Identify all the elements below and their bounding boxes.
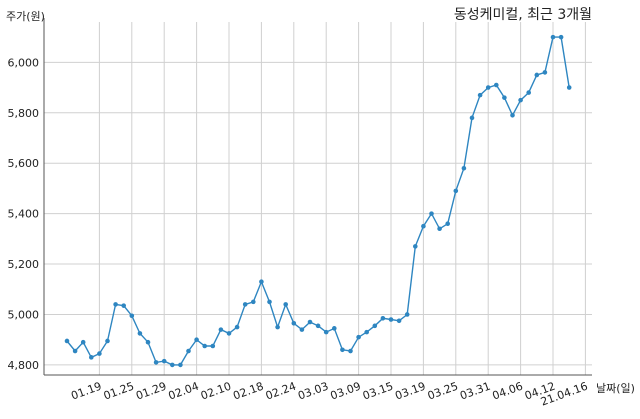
y-tick-label: 5,600 [8, 157, 40, 170]
y-axis-label: 주가(원) [6, 10, 45, 23]
x-tick-label: 03.15 [361, 380, 395, 403]
y-tick-label: 4,800 [8, 359, 40, 372]
data-point [323, 329, 329, 335]
data-point [234, 324, 240, 330]
data-point [340, 347, 345, 353]
x-tick-label: 01.29 [134, 380, 168, 403]
data-point [113, 302, 118, 307]
data-point [121, 303, 126, 308]
data-point [388, 317, 394, 322]
data-point [558, 34, 564, 40]
data-point [291, 321, 297, 326]
data-point [453, 188, 459, 194]
x-axis-label: 날짜(일) [596, 382, 635, 395]
data-point [153, 360, 159, 365]
data-point [178, 362, 183, 368]
data-point [566, 85, 572, 90]
x-tick-label: 03.31 [458, 380, 492, 403]
data-point [413, 244, 418, 249]
x-tick-label: 01.19 [69, 380, 103, 403]
x-tick-label: 03.19 [393, 380, 427, 403]
data-point [97, 351, 102, 356]
data-point [267, 299, 272, 305]
y-tick-label: 5,000 [8, 308, 40, 321]
data-point [526, 90, 531, 95]
y-tick-label: 5,400 [8, 208, 40, 221]
x-tick-label: 02.04 [167, 380, 201, 403]
data-point [186, 348, 191, 354]
data-point [518, 97, 523, 103]
data-point [356, 334, 361, 340]
data-point [89, 355, 94, 360]
x-tick-label: 02.24 [264, 380, 298, 403]
data-point [226, 331, 232, 336]
x-tick-label: 03.09 [329, 380, 363, 403]
data-point [396, 318, 402, 324]
data-point [364, 329, 370, 335]
data-point [510, 112, 515, 118]
data-point [210, 343, 216, 349]
data-point [494, 82, 499, 88]
data-point [251, 299, 256, 305]
data-point [242, 302, 248, 307]
data-point [534, 72, 540, 78]
data-point [429, 211, 434, 216]
data-point [502, 95, 507, 100]
data-point [137, 331, 143, 336]
data-point [372, 323, 378, 329]
y-tick-label: 6,000 [8, 56, 40, 69]
data-point [307, 319, 313, 325]
data-point [332, 326, 337, 331]
data-point [299, 327, 305, 332]
data-point [275, 324, 280, 330]
price-line [66, 36, 570, 366]
chart-title: 동성케미컬, 최근 3개월 [453, 7, 592, 23]
data-point [348, 348, 353, 354]
data-point [380, 315, 386, 321]
x-tick-label: 04.06 [491, 380, 525, 403]
data-point [145, 339, 151, 345]
data-point [105, 338, 110, 344]
data-point [259, 279, 264, 285]
data-point [485, 85, 491, 90]
data-point [218, 327, 224, 332]
data-point [129, 313, 135, 319]
x-tick-label: 02.18 [231, 380, 265, 403]
data-point [161, 358, 167, 364]
data-point [421, 223, 426, 229]
data-point [80, 339, 86, 345]
y-tick-label: 5,800 [8, 107, 40, 120]
y-tick-label: 5,200 [8, 258, 40, 271]
x-tick-label: 01.25 [102, 380, 136, 403]
data-point [477, 92, 483, 98]
data-point [194, 337, 199, 343]
data-point [202, 343, 207, 349]
data-point [469, 115, 475, 121]
data-point [437, 226, 442, 232]
data-point [170, 362, 175, 368]
data-point [542, 70, 548, 75]
data-point [283, 302, 289, 307]
data-point [315, 323, 321, 329]
x-tick-label: 03.03 [296, 380, 330, 403]
data-point [64, 338, 70, 344]
data-point [404, 312, 410, 317]
data-point [461, 165, 467, 171]
data-point [445, 221, 451, 227]
data-point [550, 34, 556, 40]
x-tick-label: 02.10 [199, 380, 233, 403]
data-point [72, 348, 78, 354]
x-tick-label: 03.25 [426, 380, 460, 403]
